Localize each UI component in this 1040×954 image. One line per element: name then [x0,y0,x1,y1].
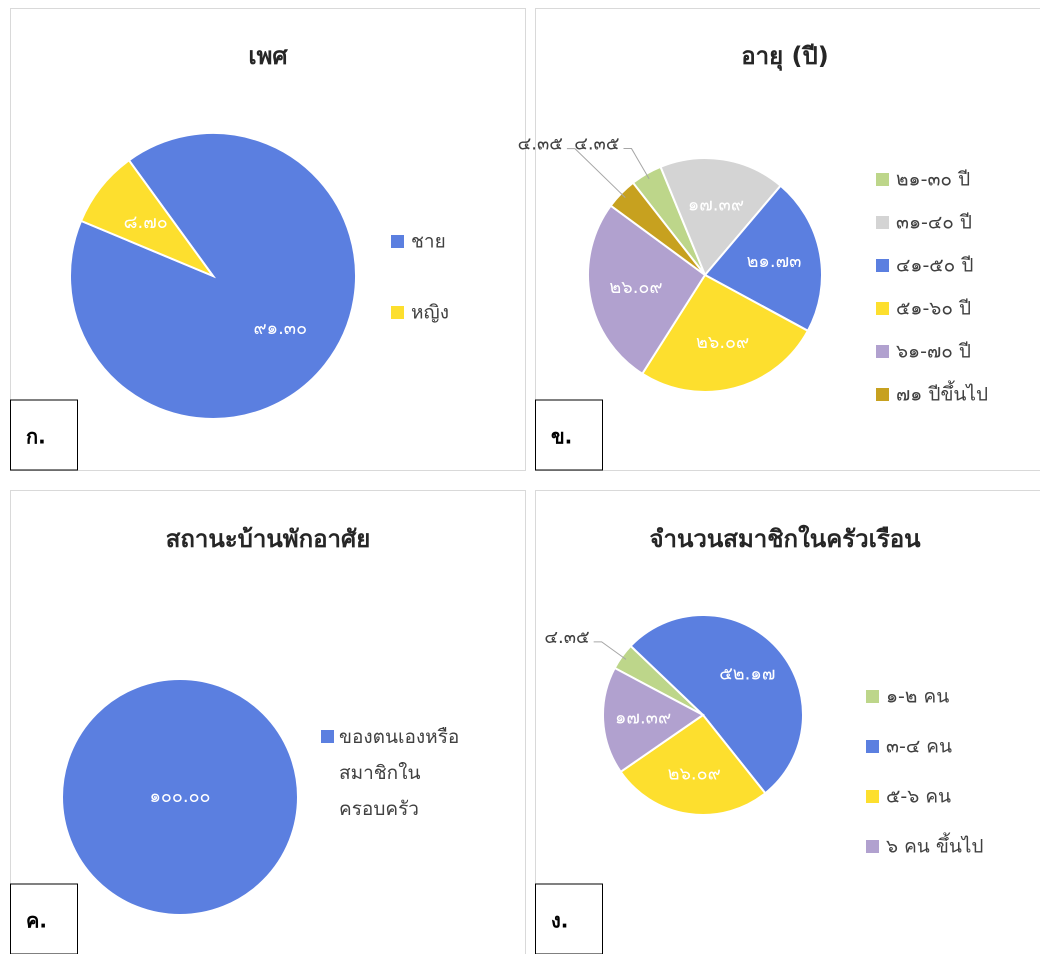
legend-label-box: ของตนเองหรือสมาชิกในครอบครัว [339,726,460,820]
legend-label: ๖๑-๗๐ ปี [896,341,971,363]
legend-swatch [876,302,889,315]
legend-swatch [391,306,404,319]
legend-swatch [866,840,879,853]
legend-label: ๕๑-๖๐ ปี [896,298,971,320]
panel-label-box [535,883,603,954]
chart-title: เพศ [248,42,288,70]
legend-label: ๖ คน ขึ้นไป [886,833,983,858]
legend-label: ๓-๔ คน [886,736,952,758]
data-label: ๒๖.๐๙ [696,332,749,353]
data-label: ๒๖.๐๙ [609,277,662,298]
legend-label: หญิง [411,302,449,324]
leader-line [593,641,627,660]
pie-slice [629,614,804,795]
legend-swatch [876,345,889,358]
pie-slice [61,678,299,916]
legend-label: ๓๑-๔๐ ปี [896,212,972,234]
panel-border [10,8,526,471]
data-label: ๔.๓๕ [544,627,589,648]
data-label: ๑๐๐.๐๐ [149,786,210,807]
data-label: ๑๗.๓๙ [615,707,671,728]
legend-label: ๔๑-๕๐ ปี [896,255,973,277]
panel-label-box [10,883,78,954]
data-label: ๑๗.๓๙ [688,195,744,216]
panel-border [10,490,526,954]
data-label: ๒๑.๗๓ [747,251,802,272]
chart-title: อายุ (ปี) [741,42,828,72]
panel-label-box [10,399,78,471]
panel-label: ง. [551,909,568,933]
legend-label: ๒๑-๓๐ ปี [896,169,970,191]
pie-slice [659,157,783,277]
legend-swatch [876,388,889,401]
legend-swatch [876,216,889,229]
pie-slice [587,204,707,376]
panel-label: ค. [26,909,47,933]
panel-label-box [535,399,603,471]
data-label: ๔.๓๕ [518,134,563,155]
pie-slice [703,184,823,333]
legend-label: ๕-๖ คน [886,786,951,808]
pie-slice [79,158,216,279]
leader-line [623,148,650,180]
legend-swatch [866,790,879,803]
data-label: ๙๑.๓๐ [253,318,307,339]
chart-title: สถานะบ้านพักอาศัย [166,525,371,553]
legend-swatch [321,730,334,743]
pie-slice [602,666,705,774]
legend-label: ๑-๒ คน [886,686,949,708]
panel-border [535,8,1040,471]
panel-label: ข. [551,425,572,449]
legend-label: ๗๑ ปีขึ้นไป [896,381,988,406]
legend-swatch [866,690,879,703]
legend-label: ของตนเองหรือสมาชิกในครอบครัว [339,726,460,820]
pie-slice [619,713,767,816]
data-label: ๔.๓๕ [574,134,619,155]
data-label: ๕๒.๑๗ [719,664,775,685]
pie-slice [640,273,810,393]
legend-swatch [876,259,889,272]
panel-label: ก. [26,425,46,449]
data-label: ๘.๗๐ [124,212,168,233]
legend-swatch [866,740,879,753]
legend-swatch [391,235,404,248]
chart-title: จำนวนสมาชิกในครัวเรือน [649,524,921,553]
legend-label: ชาย [411,231,446,253]
leader-line [566,148,626,198]
panel-border [535,490,1040,954]
legend-swatch [876,173,889,186]
data-label: ๒๖.๐๙ [668,763,721,784]
